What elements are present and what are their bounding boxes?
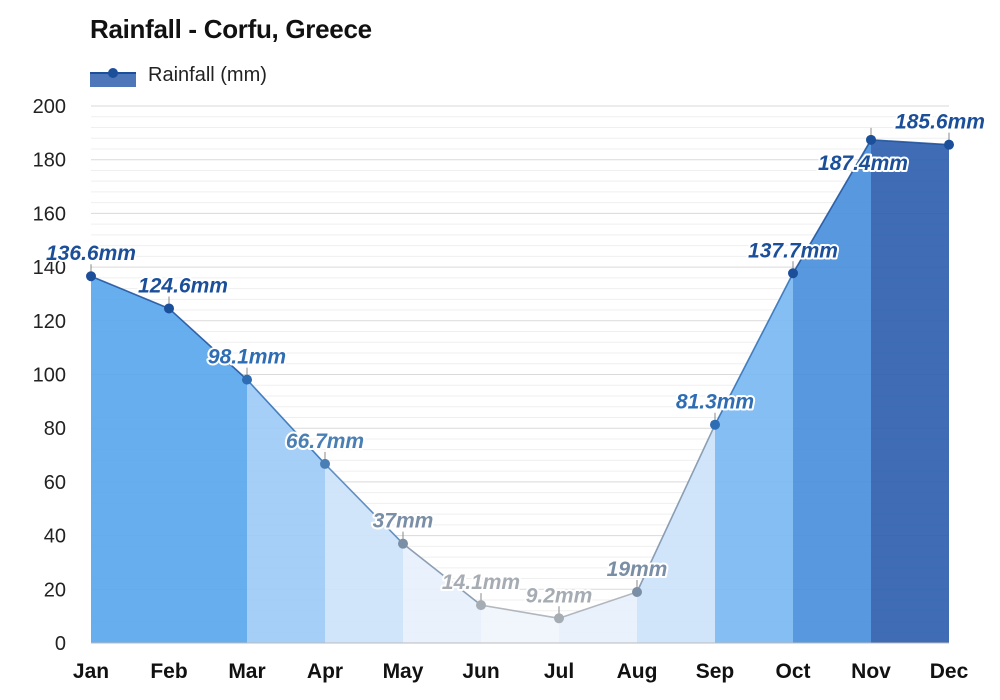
area-layer bbox=[91, 139, 949, 643]
data-point-sep bbox=[710, 419, 720, 430]
data-label-apr: 66.7mm bbox=[286, 430, 364, 453]
data-point-feb bbox=[164, 303, 174, 314]
data-label-feb: 124.6mm bbox=[138, 274, 228, 297]
x-tick-label-mar: Mar bbox=[228, 660, 265, 683]
data-label-sep: 81.3mm bbox=[676, 391, 754, 414]
area-segment-jul bbox=[559, 591, 637, 643]
legend-swatch-icon bbox=[90, 68, 136, 87]
series-line-segment bbox=[246, 379, 326, 465]
y-tick-label: 80 bbox=[44, 418, 66, 440]
data-label-nov: 187.4mm bbox=[818, 152, 908, 175]
axis-layer: 0 20 40 60 80 100 120 140 160 180 200 Jan Feb Mar Apr M… bbox=[33, 96, 969, 683]
point-layer bbox=[86, 127, 954, 624]
series-line-segment bbox=[402, 543, 482, 606]
area-segment-aug bbox=[637, 424, 715, 643]
area-segment-jun bbox=[481, 605, 559, 643]
series-line-segment bbox=[792, 139, 872, 274]
data-label-aug: 19mm bbox=[607, 558, 668, 581]
data-label-jun: 14.1mm bbox=[442, 571, 520, 594]
data-point-nov bbox=[866, 134, 876, 145]
legend: Rainfall (mm) bbox=[90, 60, 267, 90]
data-label-may: 37mm bbox=[373, 510, 434, 533]
y-tick-label: 200 bbox=[33, 96, 66, 118]
data-label-dec: 185.6mm bbox=[895, 111, 985, 134]
data-point-mar bbox=[242, 374, 252, 385]
area-segment-mar bbox=[247, 379, 325, 643]
data-point-dec bbox=[944, 139, 954, 150]
area-segment-jan bbox=[91, 276, 169, 643]
series-line-segment bbox=[324, 463, 404, 545]
x-tick-label-jan: Jan bbox=[73, 660, 109, 683]
data-label-oct: 137.7mm bbox=[748, 239, 838, 262]
series-line-segment bbox=[870, 139, 950, 146]
area-segment-sep bbox=[715, 273, 793, 643]
data-point-apr bbox=[320, 458, 330, 469]
data-point-may bbox=[398, 538, 408, 549]
legend-label: Rainfall (mm) bbox=[148, 63, 267, 86]
area-segment-oct bbox=[793, 139, 871, 643]
legend-swatch bbox=[90, 63, 136, 87]
data-point-jan bbox=[86, 271, 96, 282]
x-tick-label-nov: Nov bbox=[851, 660, 891, 683]
data-label-mar: 98.1mm bbox=[208, 346, 286, 369]
area-segment-nov bbox=[871, 139, 949, 643]
area-segment-feb bbox=[169, 308, 247, 643]
area-segment-apr bbox=[325, 463, 403, 643]
series-line-segment bbox=[558, 591, 638, 620]
x-tick-label-apr: Apr bbox=[307, 660, 343, 683]
y-tick-label: 120 bbox=[33, 311, 66, 333]
data-point-jun bbox=[476, 600, 486, 611]
x-tick-label-jul: Jul bbox=[544, 660, 574, 683]
area-segment-may bbox=[403, 543, 481, 643]
x-tick-label-sep: Sep bbox=[696, 660, 735, 683]
y-tick-label: 0 bbox=[55, 633, 66, 655]
y-tick-label: 20 bbox=[44, 579, 66, 601]
x-tick-label-oct: Oct bbox=[775, 660, 810, 683]
y-tick-label: 180 bbox=[33, 150, 66, 172]
x-tick-label-jun: Jun bbox=[462, 660, 499, 683]
data-label-jan: 136.6mm bbox=[46, 242, 136, 265]
series-line-segment bbox=[714, 272, 794, 426]
series-line-segment bbox=[90, 275, 170, 310]
y-tick-label: 160 bbox=[33, 203, 66, 225]
chart-title: Rainfall - Corfu, Greece bbox=[90, 14, 372, 44]
x-tick-label-feb: Feb bbox=[150, 660, 187, 683]
data-point-oct bbox=[788, 268, 798, 279]
y-tick-label: 40 bbox=[44, 526, 66, 548]
series-line-segment bbox=[636, 424, 716, 593]
line-layer bbox=[90, 139, 950, 620]
y-tick-label: 100 bbox=[33, 365, 66, 387]
y-tick-label: 140 bbox=[33, 257, 66, 279]
x-tick-label-aug: Aug bbox=[617, 660, 658, 683]
data-label-jul: 9.2mm bbox=[526, 584, 593, 607]
data-point-aug bbox=[632, 586, 642, 597]
y-tick-label: 60 bbox=[44, 472, 66, 494]
x-tick-label-dec: Dec bbox=[930, 660, 969, 683]
data-point-jul bbox=[554, 613, 564, 624]
series-line-segment bbox=[168, 307, 248, 381]
series-line-segment bbox=[480, 604, 560, 620]
x-tick-label-may: May bbox=[383, 660, 424, 683]
